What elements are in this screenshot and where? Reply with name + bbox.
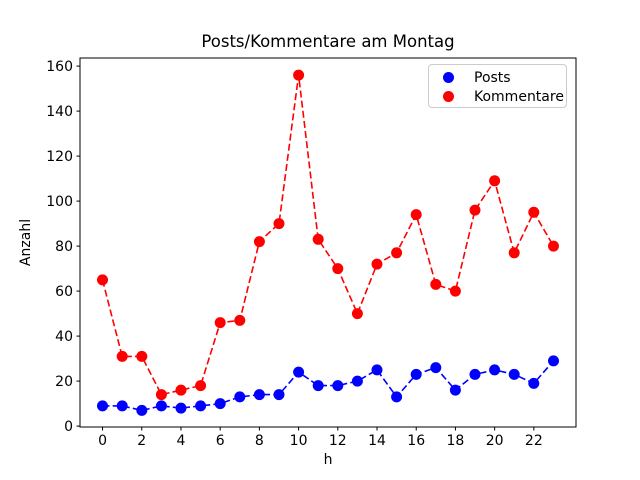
x-tick-label: 16 (407, 433, 425, 449)
x-tick-label: 14 (368, 433, 386, 449)
posts-data-point (234, 391, 246, 403)
kommentare-data-point (391, 247, 403, 259)
posts-data-point (97, 400, 108, 412)
posts-data-point (548, 355, 559, 367)
posts-data-point (312, 380, 324, 392)
posts-data-point (351, 375, 363, 387)
posts-data-point (273, 389, 285, 401)
kommentare-data-point (195, 380, 207, 392)
kommentare-data-point (116, 350, 128, 362)
kommentare-data-point (155, 389, 167, 401)
y-tick-label: 0 (64, 419, 73, 435)
x-tick-label: 22 (525, 433, 543, 449)
posts-data-point (410, 368, 422, 380)
axes-spines (79, 57, 577, 428)
kommentare-data-point (371, 258, 383, 270)
legend-label-posts: Posts (474, 69, 511, 86)
kommentare-data-point (234, 314, 246, 326)
posts-data-point (508, 368, 520, 380)
y-tick-label: 120 (46, 149, 73, 165)
x-tick-label: 20 (486, 433, 504, 449)
kommentare-data-point (351, 308, 363, 320)
kommentare-data-point (528, 206, 540, 218)
posts-marker-icon (443, 72, 454, 83)
posts-data-point (391, 391, 403, 403)
posts-data-point (175, 402, 187, 414)
y-tick-label: 80 (55, 239, 73, 255)
kommentare-data-point (97, 274, 108, 286)
y-tick-label: 140 (46, 104, 73, 120)
x-tick-label: 18 (447, 433, 465, 449)
chart-title: Posts/Kommentare am Montag (201, 32, 454, 51)
posts-data-point (136, 404, 148, 416)
posts-data-point (253, 389, 265, 401)
y-tick-label: 160 (46, 59, 73, 75)
kommentare-data-point (469, 204, 481, 216)
kommentare-data-point (253, 236, 265, 248)
kommentare-line (101, 74, 555, 396)
posts-data-point (489, 364, 501, 376)
x-tick-label: 0 (98, 433, 107, 449)
kommentare-data-point (293, 69, 305, 81)
kommentare-data-point (273, 218, 285, 230)
posts-data-point (293, 366, 305, 378)
y-tick-label: 100 (46, 194, 73, 210)
legend-label-kommentare: Kommentare (474, 88, 564, 105)
kommentare-data-point (548, 240, 559, 252)
kommentare-data-point (175, 384, 187, 396)
kommentare-data-point (410, 209, 422, 221)
legend-item-kommentare: Kommentare (429, 87, 566, 106)
x-tick-label: 8 (255, 433, 264, 449)
kommentare-data-point (508, 247, 520, 259)
x-tick-label: 4 (177, 433, 186, 449)
kommentare-data-point (136, 350, 148, 362)
kommentare-data-point (312, 233, 324, 245)
legend-item-posts: Posts (429, 68, 566, 87)
x-tick-label: 10 (290, 433, 308, 449)
posts-line (102, 360, 555, 412)
kommentare-data-point (332, 263, 344, 275)
posts-data-point (371, 364, 383, 376)
x-axis-label: h (324, 452, 333, 468)
y-tick-label: 60 (55, 284, 73, 300)
posts-data-point (155, 400, 167, 412)
legend: Posts Kommentare (428, 64, 567, 108)
y-tick-label: 20 (55, 374, 73, 390)
x-tick-label: 2 (137, 433, 146, 449)
kommentare-data-point (430, 278, 442, 290)
posts-data-point (116, 400, 128, 412)
x-tick-label: 6 (216, 433, 225, 449)
posts-data-point (214, 398, 226, 410)
x-tick-label: 12 (329, 433, 347, 449)
posts-data-point (195, 400, 207, 412)
plot-area: 0 2 4 6 8 10 12 14 16 18 20 22 0 20 40 60 80 100 120 140 160 (46, 57, 577, 449)
kommentare-data-point (449, 285, 461, 297)
posts-data-point (469, 368, 481, 380)
posts-data-point (332, 380, 344, 392)
kommentare-marker-icon (443, 91, 454, 102)
posts-data-point (430, 362, 442, 374)
posts-data-point (449, 384, 461, 396)
kommentare-data-point (214, 317, 226, 329)
kommentare-data-point (489, 175, 501, 187)
y-axis-label: Anzahl (18, 219, 34, 266)
posts-data-point (528, 377, 540, 389)
y-tick-label: 40 (55, 329, 73, 345)
